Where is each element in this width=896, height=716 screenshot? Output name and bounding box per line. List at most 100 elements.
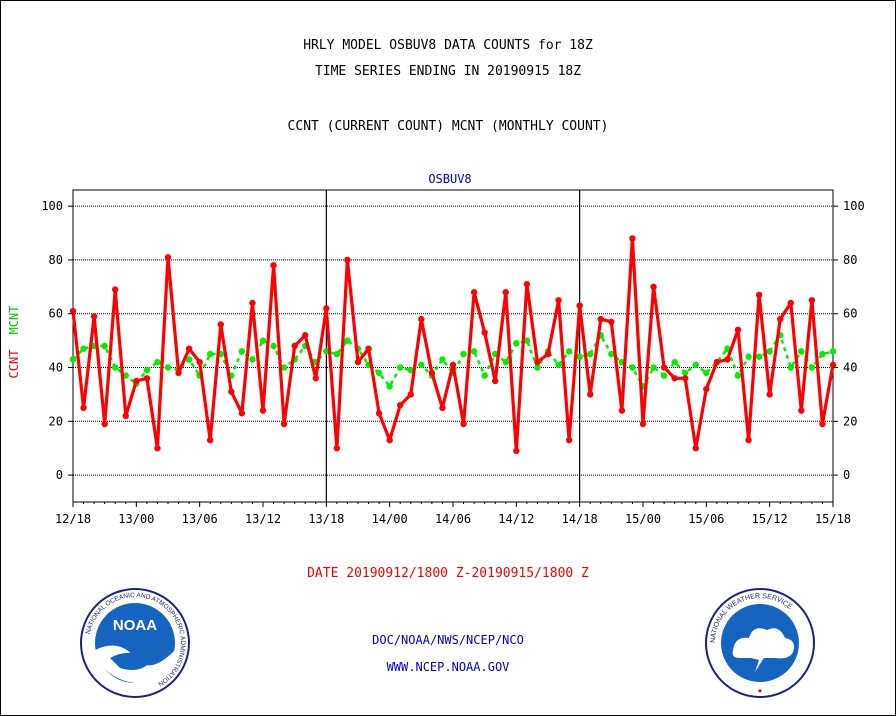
ccnt-point	[196, 358, 203, 366]
ccnt-point	[143, 375, 151, 382]
mcnt-point	[270, 342, 277, 350]
ccnt-point	[69, 307, 77, 315]
mcnt-point	[766, 348, 773, 355]
y-tick-label-right: 100	[843, 199, 865, 213]
y-tick-label-right: 40	[843, 361, 857, 375]
ccnt-point	[745, 436, 752, 444]
ccnt-point	[703, 385, 710, 393]
ccnt-point	[185, 345, 193, 352]
mcnt-point	[386, 383, 393, 390]
y-axis-label-ccnt: CCNT	[7, 350, 21, 379]
ccnt-point	[249, 299, 256, 307]
ccnt-point	[777, 315, 784, 323]
mcnt-point	[660, 372, 668, 379]
mcnt-point	[185, 356, 193, 363]
ccnt-point	[713, 358, 721, 366]
y-axis-label-mcnt: MCNT	[7, 306, 21, 335]
mcnt-point	[650, 364, 657, 371]
svg-text:★: ★	[757, 686, 763, 696]
ccnt-point	[808, 297, 816, 304]
chart-subtitle: CCNT (CURRENT COUNT) MCNT (MONTHLY COUNT…	[287, 119, 609, 134]
mcnt-point	[101, 342, 108, 350]
ccnt-point	[766, 391, 773, 398]
x-tick-label: 14/00	[372, 512, 408, 526]
x-tick-label: 14/18	[562, 512, 598, 526]
mcnt-point	[829, 348, 837, 355]
ccnt-point	[660, 364, 668, 371]
ccnt-point	[502, 289, 509, 296]
mcnt-point	[745, 353, 752, 360]
ccnt-point	[787, 299, 794, 307]
x-tick-label: 15/18	[815, 512, 851, 526]
y-tick-label-left: 80	[49, 253, 63, 267]
x-tick-label: 13/00	[118, 512, 154, 526]
y-tick-label-right: 20	[843, 414, 857, 428]
mcnt-point	[629, 364, 636, 371]
x-tick-label: 14/12	[498, 512, 534, 526]
y-tick-label-right: 0	[843, 468, 850, 482]
ccnt-point	[544, 350, 552, 358]
ccnt-point	[724, 356, 731, 363]
ccnt-point	[397, 401, 404, 409]
mcnt-point	[439, 356, 446, 363]
ccnt-point	[154, 445, 161, 452]
ccnt-point	[671, 375, 678, 382]
ccnt-point	[829, 361, 837, 369]
ccnt-point	[333, 445, 341, 452]
mcnt-point	[787, 364, 794, 371]
mcnt-point	[734, 372, 742, 379]
mcnt-point	[259, 337, 267, 344]
ccnt-point	[365, 345, 372, 352]
ccnt-point	[386, 436, 393, 444]
y-tick-label-left: 20	[49, 414, 63, 428]
ccnt-point	[460, 420, 467, 428]
mcnt-point	[502, 358, 509, 366]
footer-org[interactable]: DOC/NOAA/NWS/NCEP/NCO	[372, 633, 524, 647]
mcnt-point	[755, 353, 763, 360]
mcnt-point	[534, 364, 541, 371]
ccnt-point	[302, 332, 309, 339]
mcnt-point	[819, 350, 826, 358]
ccnt-point	[80, 404, 87, 412]
ccnt-point	[692, 445, 699, 452]
ccnt-point	[819, 420, 826, 428]
ccnt-point	[270, 262, 277, 269]
ccnt-point	[629, 235, 636, 242]
ccnt-point	[344, 256, 351, 264]
ccnt-point	[323, 305, 330, 312]
ccnt-point	[492, 377, 499, 385]
mcnt-point	[587, 350, 594, 358]
ccnt-point	[418, 315, 425, 323]
chart-title-line-2: TIME SERIES ENDING IN 20190915 18Z	[314, 64, 582, 79]
ccnt-point	[228, 388, 235, 395]
ccnt-line	[71, 236, 835, 453]
footer-url[interactable]: WWW.NCEP.NOAA.GOV	[386, 660, 510, 674]
ccnt-point	[133, 377, 140, 385]
mcnt-point	[418, 361, 425, 369]
x-tick-label: 13/12	[245, 512, 281, 526]
ccnt-point	[217, 321, 224, 328]
ccnt-point	[576, 302, 583, 309]
ccnt-point	[112, 286, 119, 293]
ccnt-point	[608, 318, 615, 325]
ccnt-point	[175, 369, 182, 377]
mcnt-point	[481, 372, 488, 379]
ccnt-point	[523, 280, 531, 288]
mcnt-point	[143, 367, 151, 374]
x-tick-label: 13/06	[182, 512, 218, 526]
mcnt-point	[608, 350, 615, 358]
mcnt-point	[122, 372, 129, 379]
mcnt-point	[682, 369, 689, 377]
ccnt-point	[164, 254, 172, 261]
mcnt-point	[470, 348, 478, 355]
ccnt-point	[122, 412, 129, 420]
x-tick-label: 13/18	[308, 512, 344, 526]
ccnt-point	[439, 404, 446, 412]
ccnt-point	[565, 436, 573, 444]
ccnt-point	[639, 420, 647, 428]
mcnt-point	[798, 348, 805, 355]
ccnt-point	[101, 420, 108, 428]
x-tick-label: 15/12	[752, 512, 788, 526]
mcnt-point	[344, 337, 351, 344]
